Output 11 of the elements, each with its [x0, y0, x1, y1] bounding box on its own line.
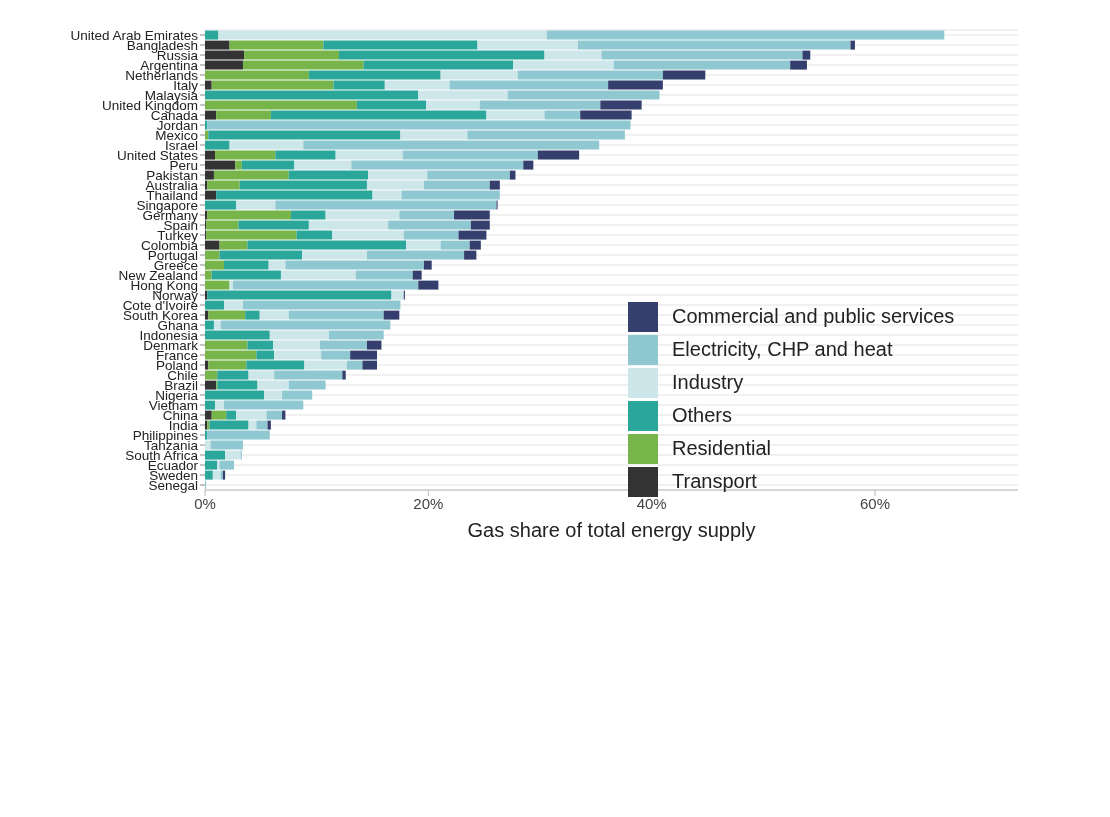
legend-label: Electricity, CHP and heat: [672, 338, 893, 361]
x-tick-label: 20%: [413, 494, 444, 512]
x-tick-label: 40%: [636, 494, 667, 512]
x-tick-label: 0%: [194, 494, 216, 512]
legend-label: Residential: [672, 437, 771, 460]
legend-label: Others: [672, 404, 733, 427]
legend-label: Industry: [672, 371, 744, 394]
x-axis-title: Gas share of total energy supply: [467, 519, 756, 541]
legend-label: Commercial and public services: [672, 305, 955, 328]
legend-label: Transport: [672, 470, 757, 493]
x-tick-label: 60%: [860, 494, 891, 512]
